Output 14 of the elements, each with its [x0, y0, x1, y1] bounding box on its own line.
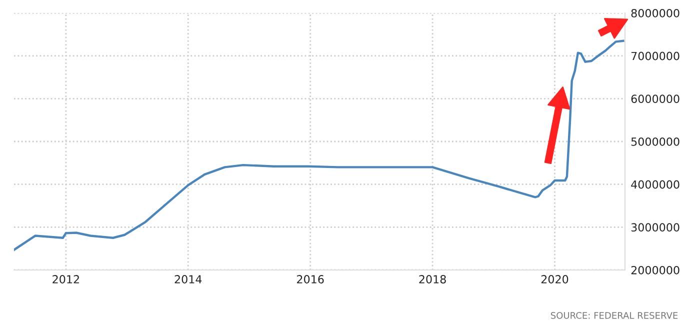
x-tick-label: 2014 [174, 275, 202, 284]
y-tick-label: 5000000 [631, 137, 680, 146]
y-tick-label: 8000000 [631, 8, 680, 18]
line-series [14, 40, 624, 251]
y-tick-label: 6000000 [631, 94, 680, 104]
x-tick-label: 2016 [297, 275, 324, 284]
y-tick-label: 4000000 [631, 180, 680, 189]
source-note: SOURCE: FEDERAL RESERVE [550, 312, 678, 319]
x-tick-label: 2020 [541, 275, 568, 284]
y-tick-label: 2000000 [631, 266, 680, 274]
x-tick-label: 2018 [419, 275, 446, 284]
x-tick-label: 2012 [52, 275, 79, 284]
y-tick-label: 3000000 [631, 223, 680, 232]
y-tick-label: 7000000 [631, 52, 680, 60]
